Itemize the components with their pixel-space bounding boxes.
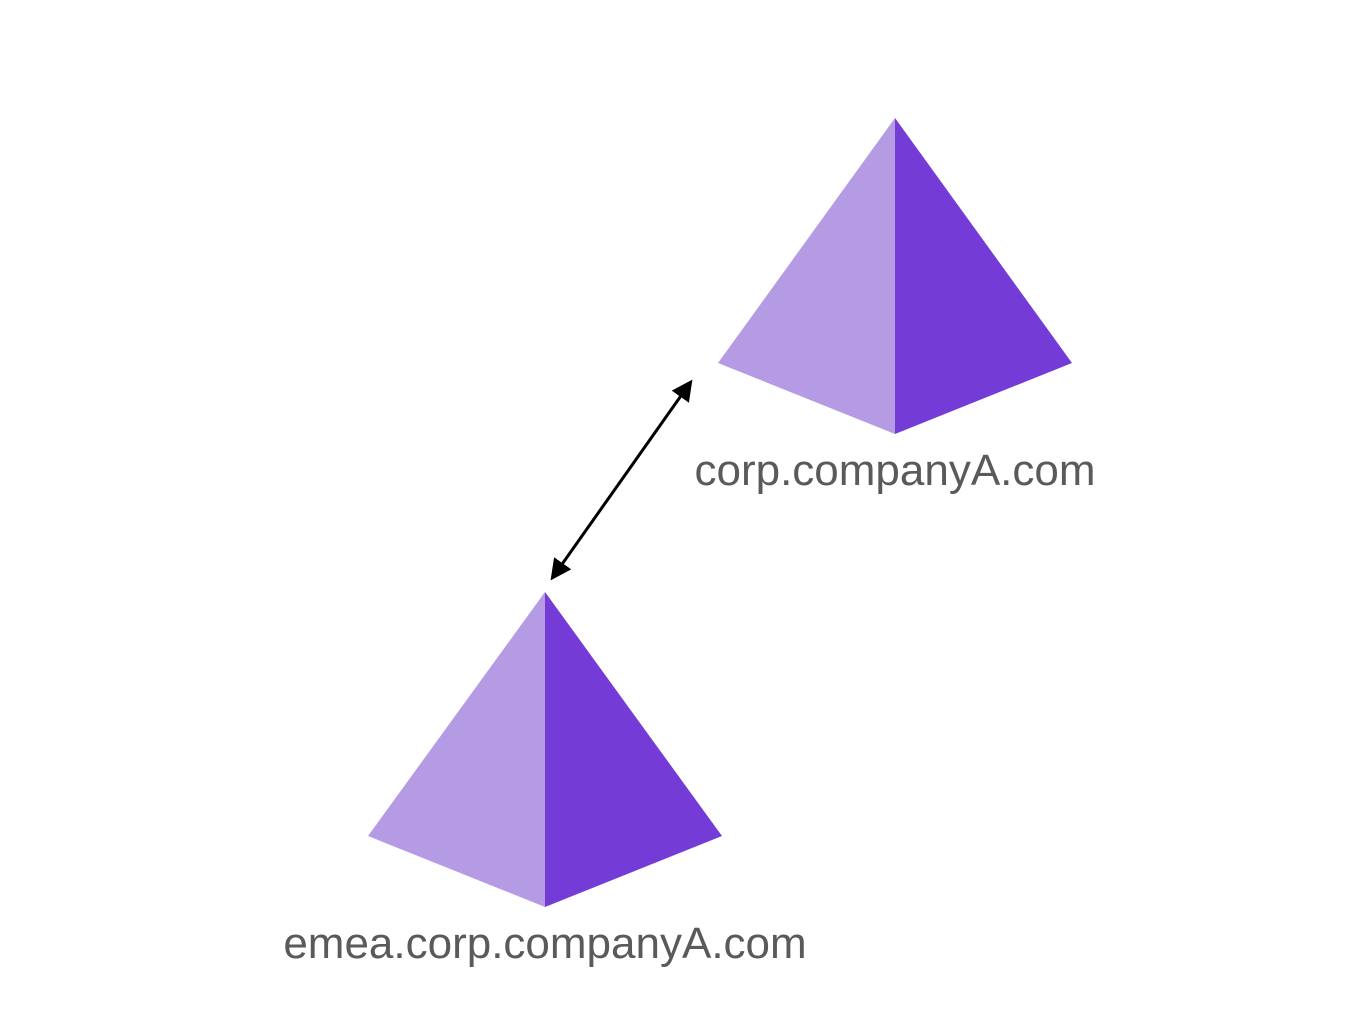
parent-domain-node: corp.companyA.com xyxy=(694,118,1096,495)
domain-pyramid-icon xyxy=(718,118,1072,434)
double-headed-arrow-icon xyxy=(550,379,693,581)
pyramid-dark-face xyxy=(545,592,722,907)
child-domain-label: emea.corp.companyA.com xyxy=(283,919,806,968)
parent-domain-label: corp.companyA.com xyxy=(694,446,1095,495)
domain-pyramid-icon xyxy=(368,592,722,907)
child-domain-node: emea.corp.companyA.com xyxy=(283,592,807,968)
pyramid-light-face xyxy=(368,592,545,907)
pyramid-dark-face xyxy=(895,118,1072,434)
pyramid-light-face xyxy=(718,118,895,434)
